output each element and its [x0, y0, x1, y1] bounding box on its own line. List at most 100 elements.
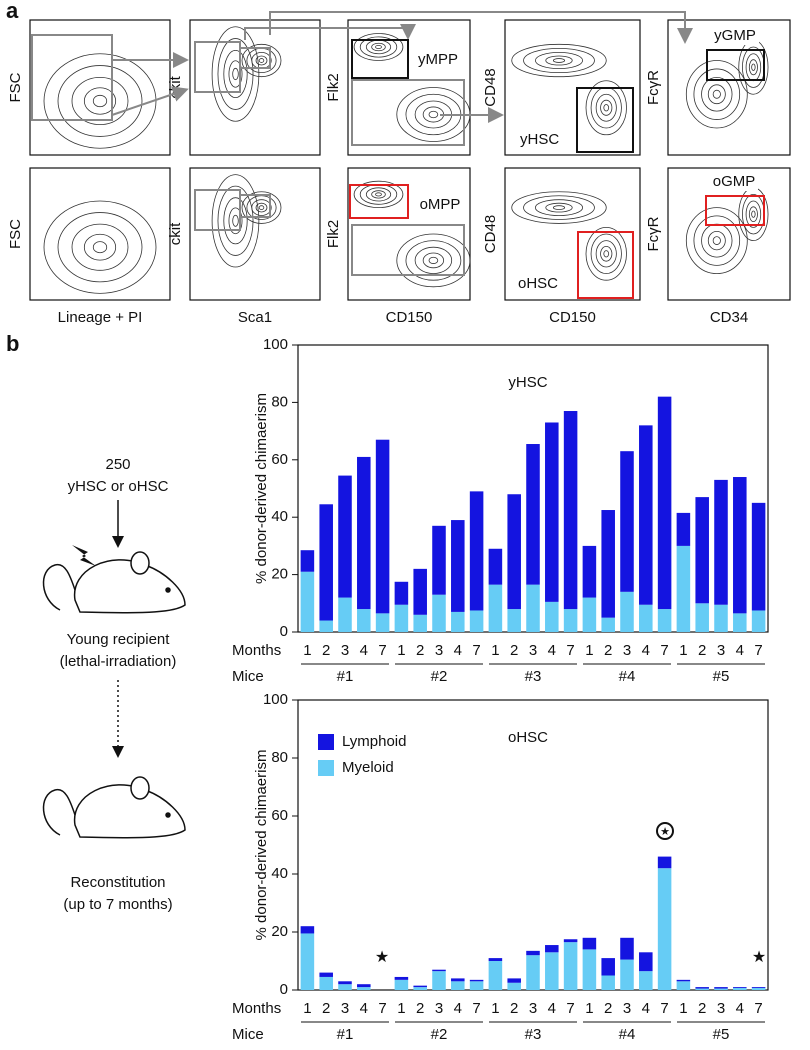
bar-segment — [601, 975, 615, 990]
bar-segment — [714, 987, 728, 989]
bar-segment — [300, 571, 315, 632]
contour — [712, 236, 721, 245]
y-tick-label: 60 — [271, 451, 288, 468]
y-axis-label: Flk2 — [325, 220, 342, 248]
x-tick-label: 7 — [472, 642, 480, 659]
bar-segment — [300, 926, 315, 934]
bar-segment — [714, 988, 728, 990]
x-axis-label: CD150 — [549, 309, 596, 326]
bar-segment — [469, 981, 484, 990]
gate-label: oMPP — [420, 196, 461, 213]
x-tick-label: 4 — [642, 1000, 650, 1017]
row-label: Mice — [232, 668, 264, 685]
x-tick-label: 3 — [341, 1000, 349, 1017]
bar-segment — [676, 545, 691, 632]
x-tick-label: 1 — [585, 1000, 593, 1017]
contour — [211, 174, 260, 268]
contour — [255, 202, 268, 213]
gray-gate — [351, 224, 465, 276]
x-tick-label: 7 — [472, 1000, 480, 1017]
bar-segment — [319, 620, 333, 632]
bar-segment — [469, 979, 484, 982]
chart-title: oHSC — [508, 729, 548, 746]
contour — [241, 191, 282, 224]
bar-segment — [507, 982, 521, 990]
x-tick-label: 1 — [397, 1000, 405, 1017]
x-tick-label: 3 — [623, 642, 631, 659]
x-tick-label: 1 — [303, 1000, 311, 1017]
bar-segment — [338, 981, 352, 985]
bar-segment — [394, 581, 409, 605]
outcome: Reconstitution — [70, 874, 165, 891]
bar-segment — [751, 987, 766, 988]
x-axis-label: CD34 — [710, 309, 748, 326]
bar-segment — [601, 510, 615, 618]
contour — [232, 67, 239, 81]
bar-segment — [451, 520, 465, 612]
x-tick-label: 7 — [378, 642, 386, 659]
panel-label: a — [6, 0, 19, 23]
bar-segment — [620, 959, 634, 990]
chart: 0 20 40 60 80 100 % donor-derived chimaerism oH… — [232, 691, 769, 1043]
contour — [428, 256, 439, 264]
bar-segment — [657, 868, 672, 990]
group-label: #2 — [431, 1026, 448, 1043]
plot-box — [189, 167, 321, 301]
y-tick-label: 80 — [271, 749, 288, 766]
gate-arrow — [269, 11, 693, 44]
x-tick-label: 2 — [322, 1000, 330, 1017]
contour — [43, 200, 157, 294]
gate — [706, 49, 765, 81]
bar-segment — [488, 958, 503, 961]
bar-segment — [338, 984, 352, 990]
y-axis-label: FcγR — [645, 70, 662, 105]
y-tick-label: 20 — [271, 566, 288, 583]
bar-segment — [432, 971, 446, 990]
x-tick-label: 3 — [529, 1000, 537, 1017]
bar-segment — [657, 396, 672, 610]
bar-segment — [695, 987, 709, 989]
bar-segment — [319, 976, 333, 990]
bar-segment — [413, 614, 427, 632]
bar-segment — [451, 611, 465, 632]
gate-label: oHSC — [518, 275, 558, 292]
group-label: #1 — [337, 668, 354, 685]
bar-segment — [601, 617, 615, 632]
contour — [422, 252, 445, 269]
bar-segment — [394, 979, 409, 990]
bar-segment — [582, 949, 597, 990]
y-tick-label: 100 — [263, 336, 288, 353]
contour — [375, 192, 382, 197]
gate-label: yHSC — [520, 131, 559, 148]
x-tick-label: 3 — [717, 1000, 725, 1017]
bar-segment — [714, 604, 728, 632]
contour — [396, 233, 471, 288]
contour — [241, 43, 282, 78]
contour — [590, 233, 622, 274]
bar-segment — [563, 942, 578, 990]
bar-segment — [507, 494, 521, 610]
x-tick-label: 2 — [698, 642, 706, 659]
gray-gate — [239, 47, 271, 69]
y-tick-label: 60 — [271, 807, 288, 824]
x-tick-label: 1 — [491, 642, 499, 659]
gate — [705, 195, 765, 226]
contour — [371, 190, 386, 199]
contour — [751, 210, 756, 218]
contour — [255, 55, 268, 66]
contour — [258, 58, 265, 63]
contour — [375, 44, 382, 50]
star-icon: ★ — [375, 949, 389, 966]
gate-arrow — [244, 24, 416, 40]
group-label: #2 — [431, 668, 448, 685]
cells: yHSC or oHSC — [68, 478, 169, 495]
y-tick-label: 40 — [271, 508, 288, 525]
y-axis-label: % donor-derived chimaerism — [253, 750, 270, 941]
contour — [545, 55, 573, 66]
contour — [534, 199, 584, 216]
gray-gate — [351, 79, 465, 146]
contour — [211, 26, 260, 122]
bar-segment — [451, 978, 465, 982]
contour — [745, 200, 762, 228]
legend-label: Lymphoid — [342, 733, 406, 750]
